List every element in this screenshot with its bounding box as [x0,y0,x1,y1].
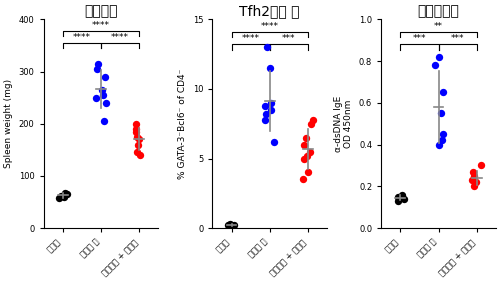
Point [227,222,235,227]
Y-axis label: % GATA-3⁻Bcl6⁻ of CD4⁻: % GATA-3⁻Bcl6⁻ of CD4⁻ [178,69,188,179]
Text: ***: *** [451,34,464,43]
Point [308,117,316,122]
Point [224,223,232,228]
Point [262,117,270,122]
Text: ***: *** [282,34,296,43]
Point [132,129,140,134]
Title: 비장무게: 비장무게 [84,4,117,18]
Point [307,121,315,126]
Point [439,132,447,136]
Point [394,199,402,203]
Point [60,194,68,199]
Point [438,138,446,143]
Point [92,67,100,71]
Text: ****: **** [260,22,278,31]
Point [58,194,66,198]
Point [439,90,447,95]
Point [477,163,485,168]
Point [470,184,478,189]
Point [472,180,480,184]
Point [56,196,64,200]
Point [136,153,144,157]
Point [266,66,274,70]
Point [432,63,440,67]
Text: ****: **** [92,21,110,30]
Point [133,150,141,155]
Point [300,156,308,161]
Point [300,177,308,182]
Point [304,153,312,158]
Title: Tfh2세포 수: Tfh2세포 수 [240,4,300,18]
Text: ****: **** [242,34,260,43]
Point [133,135,141,139]
Point [396,194,404,199]
Point [63,192,71,196]
Point [394,194,402,199]
Text: **: ** [434,22,443,31]
Point [102,101,110,105]
Point [226,224,234,228]
Point [94,62,102,66]
Y-axis label: α-dsDNA IgE
OD 450nm: α-dsDNA IgE OD 450nm [334,96,353,152]
Y-axis label: Spleen weight (mg): Spleen weight (mg) [4,79,13,168]
Point [261,103,269,108]
Point [132,121,140,126]
Point [230,223,238,228]
Point [398,192,406,197]
Point [471,180,479,184]
Text: ***: *** [412,34,426,43]
Point [136,137,143,142]
Point [468,169,476,174]
Point [470,174,478,178]
Point [226,222,234,226]
Point [98,88,106,92]
Point [100,74,108,79]
Point [436,142,444,147]
Point [300,142,308,147]
Point [262,112,270,116]
Point [468,178,476,182]
Point [262,45,270,49]
Point [304,170,312,175]
Point [435,55,443,59]
Point [100,119,108,123]
Text: ****: **** [73,33,91,42]
Point [270,140,278,144]
Point [302,135,310,140]
Point [267,108,275,112]
Point [92,95,100,100]
Text: ****: **** [111,33,129,42]
Point [99,93,107,97]
Point [306,149,314,154]
Point [134,142,142,147]
Point [438,111,446,115]
Point [266,101,274,105]
Point [400,197,408,201]
Point [132,127,140,131]
Point [61,191,69,195]
Title: 자가항체양: 자가항체양 [418,4,460,18]
